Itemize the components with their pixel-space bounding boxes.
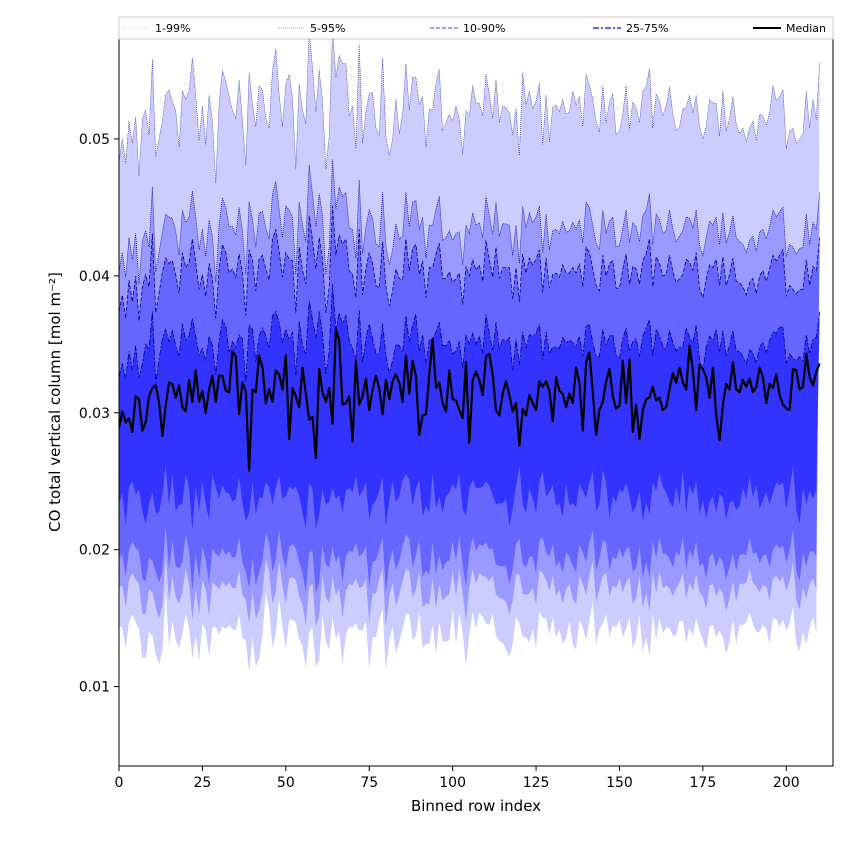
legend-label-10-90: 10-90% <box>463 22 505 35</box>
x-axis: 0 25 50 75 100 125 150 175 200 <box>115 766 800 791</box>
x-tick-label: 25 <box>193 775 211 791</box>
x-tick-label: 150 <box>606 775 633 791</box>
x-tick-label: 50 <box>277 775 295 791</box>
legend-label-median: Median <box>786 22 826 35</box>
legend-label-5-95: 5-95% <box>310 22 345 35</box>
median-line <box>119 328 821 472</box>
x-tick-label: 175 <box>690 775 717 791</box>
y-tick-label: 0.04 <box>79 269 110 285</box>
band-5-95-upper-edge <box>119 159 821 285</box>
x-tick-label: 75 <box>360 775 378 791</box>
x-tick-label: 100 <box>439 775 466 791</box>
band-1-99-upper-edge <box>119 39 820 183</box>
y-tick-label: 0.05 <box>79 132 110 148</box>
y-tick-label: 0.01 <box>79 680 110 696</box>
y-axis-label: CO total vertical column [mol m⁻²] <box>46 272 64 532</box>
y-tick-label: 0.02 <box>79 543 110 559</box>
band-10-90-upper-edge <box>119 205 821 322</box>
y-tick-label: 0.03 <box>79 406 110 422</box>
legend-box <box>118 16 834 40</box>
x-tick-label: 200 <box>773 775 800 791</box>
x-tick-label: 125 <box>523 775 550 791</box>
x-tick-label: 0 <box>115 775 124 791</box>
legend-label-25-75: 25-75% <box>626 22 668 35</box>
median-layer <box>119 328 821 472</box>
y-axis: 0.01 0.02 0.03 0.04 0.05 <box>79 132 119 696</box>
band-25-75 <box>119 284 820 531</box>
x-axis-label: Binned row index <box>411 797 541 815</box>
percentile-bands <box>119 39 820 672</box>
legend: 1-99% 5-95% 10-90% 25-75% Median <box>118 16 834 40</box>
legend-label-1-99: 1-99% <box>155 22 190 35</box>
